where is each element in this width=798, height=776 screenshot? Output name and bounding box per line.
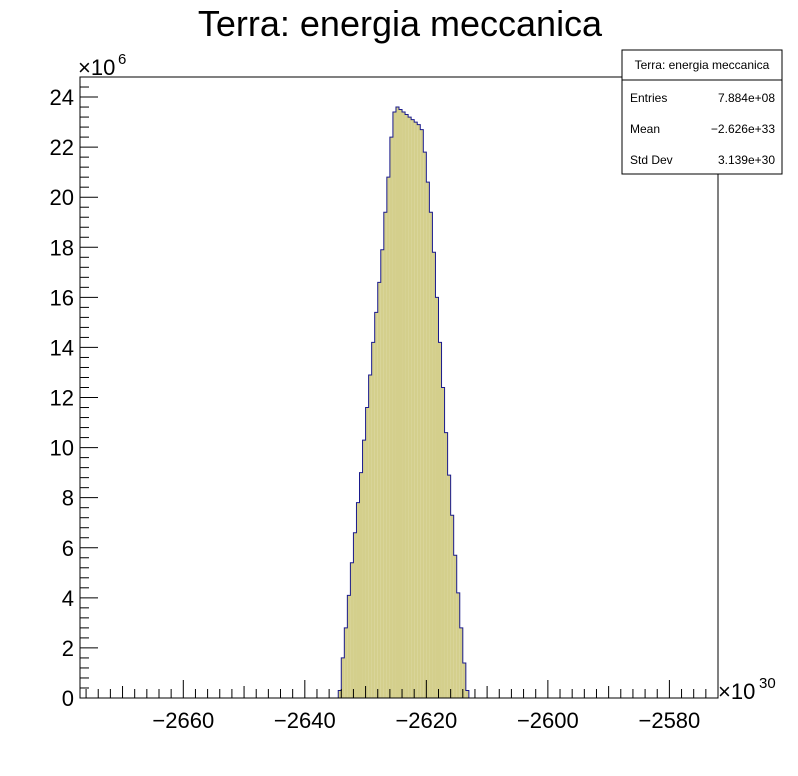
x-axis: −2660 −2640 −2620 −2600 −2580: [85, 680, 719, 733]
histogram-bin: [353, 532, 357, 698]
histogram-bin: [459, 627, 463, 698]
stats-stddev-value: 3.139e+30: [718, 153, 775, 167]
histogram-bin: [429, 212, 433, 698]
y-tick-label: 14: [50, 335, 74, 360]
y-tick-label: 16: [50, 285, 74, 310]
y-tick-label: 10: [50, 436, 74, 461]
stats-mean-label: Mean: [630, 122, 660, 136]
stats-entries-label: Entries: [630, 91, 667, 105]
histogram-bin: [344, 627, 348, 698]
histogram-bin: [368, 374, 372, 698]
y-tick-label: 6: [62, 536, 74, 561]
histogram-bin: [341, 657, 345, 698]
stats-stddev-label: Std Dev: [630, 153, 673, 167]
histogram-bin: [338, 690, 342, 698]
stats-box-title: Terra: energia meccanica: [635, 58, 770, 72]
histogram-bin: [423, 152, 427, 698]
histogram-bin: [450, 515, 454, 698]
histogram-bin: [371, 342, 375, 698]
histogram-bin: [399, 109, 403, 698]
y-multiplier-exponent: 6: [118, 51, 126, 68]
y-tick-label: 20: [50, 185, 74, 210]
histogram-bin: [435, 297, 439, 698]
histogram-bin: [350, 562, 354, 698]
histogram-bin: [365, 407, 369, 698]
histogram-bin: [383, 212, 387, 698]
stats-box: Terra: energia meccanica Entries 7.884e+…: [621, 49, 783, 175]
x-multiplier: ×10 30: [718, 675, 776, 704]
x-multiplier-base: ×10: [718, 679, 755, 704]
histogram-bin: [374, 312, 378, 698]
x-multiplier-exponent: 30: [759, 675, 776, 692]
histogram-bin: [420, 129, 424, 699]
histogram-bin: [444, 432, 448, 698]
x-tick-label: −2620: [395, 708, 457, 733]
stats-entries-value: 7.884e+08: [718, 91, 775, 105]
stats-mean-value: −2.626e+33: [711, 122, 775, 136]
histogram-bin: [395, 107, 399, 698]
histogram-bin: [347, 595, 351, 698]
histogram-bin: [408, 117, 412, 698]
x-tick-label: −2660: [152, 708, 214, 733]
x-tick-label: −2600: [517, 708, 579, 733]
histogram-bin: [432, 252, 436, 698]
chart-title: Terra: energia meccanica: [198, 3, 603, 44]
histogram-bin: [414, 122, 418, 699]
histogram-bin: [389, 137, 393, 698]
histogram-bin: [417, 124, 421, 699]
histogram-bin: [456, 592, 460, 698]
histogram-bin: [377, 282, 381, 698]
x-tick-label: −2640: [274, 708, 336, 733]
histogram-bin: [411, 119, 415, 699]
histogram-bin: [426, 182, 430, 698]
histogram-bin: [362, 440, 366, 698]
histogram-outline: [337, 106, 470, 698]
histogram-bin: [380, 249, 384, 698]
y-tick-label: 0: [62, 686, 74, 711]
y-tick-label: 2: [62, 636, 74, 661]
histogram-bin: [359, 472, 363, 698]
y-tick-label: 24: [50, 85, 74, 110]
histogram-bin: [438, 342, 442, 698]
y-tick-label: 22: [50, 135, 74, 160]
y-multiplier: ×10 6: [78, 51, 126, 80]
histogram-bin: [462, 662, 466, 698]
histogram-bin: [392, 112, 396, 698]
histogram-bin: [465, 690, 469, 698]
histogram-bars: [338, 107, 469, 699]
histogram-bin: [356, 502, 360, 698]
histogram-bin: [447, 475, 451, 698]
histogram-bin: [453, 555, 457, 698]
y-tick-label: 18: [50, 235, 74, 260]
x-tick-label: −2580: [638, 708, 700, 733]
histogram-bin: [441, 387, 445, 698]
y-tick-label: 8: [62, 486, 74, 511]
y-tick-label: 4: [62, 586, 74, 611]
y-multiplier-base: ×10: [78, 55, 115, 80]
histogram-bin: [386, 177, 390, 699]
histogram-bin: [405, 114, 409, 698]
stats-box-frame: [621, 49, 783, 175]
histogram-bin: [402, 112, 406, 698]
y-tick-label: 12: [50, 386, 74, 411]
